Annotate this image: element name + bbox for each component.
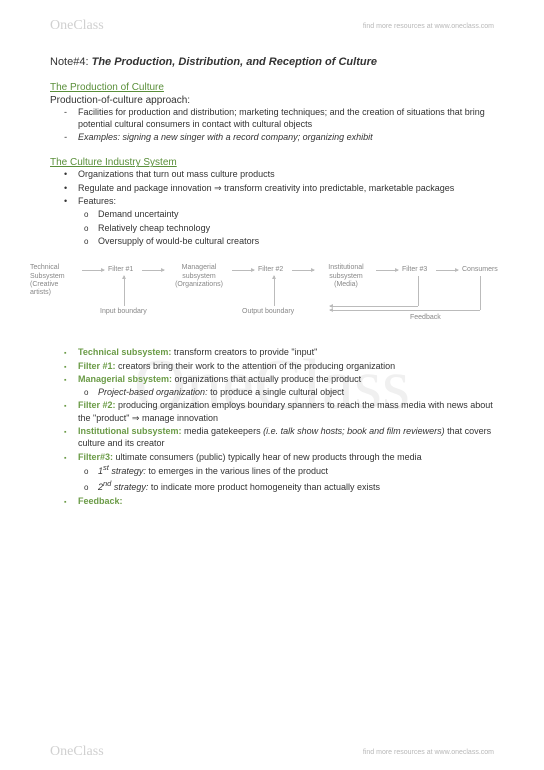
node-institutional: Institutionalsubsystem(Media) [318, 264, 374, 289]
list-item: Regulate and package innovation ⇒ transf… [78, 182, 494, 194]
node-managerial: Managerialsubsystem(Organizations) [168, 264, 230, 289]
list-item: Filter #1: creators bring their work to … [78, 360, 494, 372]
sub-text: to emerges in the various lines of the p… [146, 466, 328, 476]
list-item: Demand uncertainty [98, 208, 494, 221]
page-content: OneClass find more resources at www.onec… [0, 0, 544, 520]
def-text: organizations that actually produce the … [172, 374, 361, 384]
section1-heading: The Production of Culture [50, 82, 494, 93]
arrow [330, 310, 480, 311]
arrow [274, 276, 275, 306]
note-label: Note#4: [50, 56, 89, 68]
label-input-boundary: Input boundary [100, 308, 147, 315]
label-feedback: Feedback [410, 314, 441, 321]
arrow [292, 270, 314, 271]
page-footer: OneClass find more resources at www.onec… [50, 744, 494, 760]
arrow [142, 270, 164, 271]
section2-list: Organizations that turn out mass culture… [50, 168, 494, 206]
def-text: ultimate consumers (public) typically he… [113, 452, 422, 462]
sub-term: 1st strategy: [98, 466, 146, 476]
section1-list: Facilities for production and distributi… [50, 106, 494, 143]
culture-system-diagram: TechnicalSubsystem(Creativeartists) Filt… [30, 258, 510, 338]
def-text: creators bring their work to the attenti… [116, 361, 396, 371]
term: Filter #2: [78, 400, 116, 410]
sublist: 1st strategy: to emerges in the various … [78, 463, 494, 494]
note-main-title: The Production, Distribution, and Recept… [92, 56, 377, 68]
list-item: 1st strategy: to emerges in the various … [98, 463, 494, 478]
definitions-list: Technical subsystem: transform creators … [50, 346, 494, 507]
list-item: Features: [78, 195, 494, 207]
footer-logo: OneClass [50, 744, 104, 760]
note-title: Note#4: The Production, Distribution, an… [50, 56, 494, 68]
sub-text: to indicate more product homogeneity tha… [148, 482, 380, 492]
node-technical: TechnicalSubsystem(Creativeartists) [30, 264, 82, 298]
footer-tagline: find more resources at www.oneclass.com [363, 749, 494, 756]
logo: OneClass [50, 18, 104, 34]
term: Filter #1: [78, 361, 116, 371]
term: Feedback: [78, 496, 123, 506]
list-item: 2nd strategy: to indicate more product h… [98, 479, 494, 494]
sublist: Project-based organization: to produce a… [78, 386, 494, 399]
section1-subhead: Production-of-culture approach: [50, 95, 494, 106]
term: Managerial sbsystem: [78, 374, 172, 384]
node-filter3: Filter #3 [402, 266, 427, 273]
list-item: Institutional subsystem: media gatekeepe… [78, 425, 494, 450]
list-item: Managerial sbsystem: organizations that … [78, 373, 494, 398]
sub-term: Project-based organization: [98, 387, 208, 397]
page-header: OneClass find more resources at www.onec… [50, 18, 494, 34]
list-item: Facilities for production and distributi… [78, 106, 494, 130]
node-filter1: Filter #1 [108, 266, 133, 273]
section2-heading: The Culture Industry System [50, 157, 494, 168]
header-tagline: find more resources at www.oneclass.com [363, 23, 494, 30]
line [480, 276, 481, 310]
arrow [376, 270, 398, 271]
list-item: Project-based organization: to produce a… [98, 386, 494, 399]
list-item: Technical subsystem: transform creators … [78, 346, 494, 358]
label-output-boundary: Output boundary [242, 308, 294, 315]
arrow [232, 270, 254, 271]
arrow [436, 270, 458, 271]
list-item: Organizations that turn out mass culture… [78, 168, 494, 180]
section2-features: Demand uncertainty Relatively cheap tech… [50, 208, 494, 248]
list-item: Filter#3: ultimate consumers (public) ty… [78, 451, 494, 494]
arrow [82, 270, 104, 271]
list-item: Examples: signing a new singer with a re… [78, 131, 494, 143]
def-text: producing organization employs boundary … [78, 400, 493, 422]
arrow [124, 276, 125, 306]
sub-text: to produce a single cultural object [208, 387, 345, 397]
line [418, 276, 419, 306]
list-item: Relatively cheap technology [98, 222, 494, 235]
sub-term: 2nd strategy: [98, 482, 148, 492]
node-consumers: Consumers [462, 266, 498, 273]
list-item: Filter #2: producing organization employ… [78, 399, 494, 424]
node-filter2: Filter #2 [258, 266, 283, 273]
term: Institutional subsystem: [78, 426, 182, 436]
term: Technical subsystem: [78, 347, 171, 357]
arrow [330, 306, 418, 307]
term: Filter#3: [78, 452, 113, 462]
list-item: Oversupply of would-be cultural creators [98, 235, 494, 248]
def-text: transform creators to provide "input" [171, 347, 317, 357]
list-item: Feedback: [78, 495, 494, 507]
